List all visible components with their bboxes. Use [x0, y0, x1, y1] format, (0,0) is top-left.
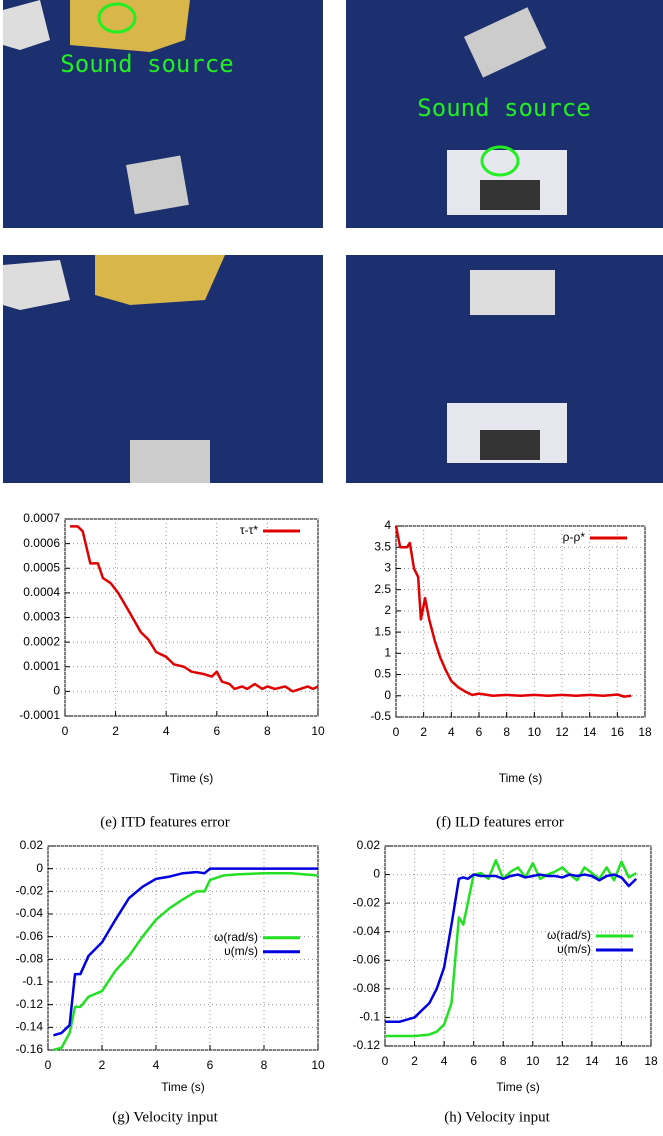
y-tick-label: -0.02 [353, 895, 381, 909]
caption: (e) ITD features error [100, 814, 230, 830]
data-line [70, 525, 319, 693]
y-tick-label: 0 [384, 688, 391, 702]
x-tick-label: 4 [153, 1058, 160, 1072]
x-tick-label: 4 [163, 724, 170, 738]
x-tick-label: 0 [45, 1058, 52, 1072]
caption: (f) ILD features error [436, 814, 564, 830]
legend-label: ω(rad/s) [214, 930, 258, 944]
data-line [53, 867, 318, 1037]
x-tick-label: 4 [448, 725, 455, 739]
y-tick-label: 4 [384, 518, 391, 532]
data-line [385, 859, 637, 1038]
x-tick-label: 4 [441, 1054, 448, 1068]
x-tick-label: 16 [611, 725, 625, 739]
x-tick-label: 10 [311, 1058, 325, 1072]
legend-label: ρ-ρ* [563, 530, 586, 544]
x-tick-label: 6 [213, 724, 220, 738]
x-axis-label: Time (s) [499, 771, 543, 785]
y-tick-label: -0.5 [370, 709, 391, 723]
x-tick-label: 6 [476, 725, 483, 739]
y-tick-label: 0.5 [374, 667, 391, 681]
x-axis-label: Time (s) [496, 1080, 540, 1094]
y-tick-label: -0.1 [22, 974, 43, 988]
x-tick-label: 0 [62, 724, 69, 738]
x-tick-label: 16 [615, 1054, 629, 1068]
x-tick-label: 14 [583, 725, 597, 739]
y-tick-label: 3.5 [374, 539, 391, 553]
y-tick-label: 0.0007 [23, 511, 60, 525]
y-tick-label: -0.04 [16, 906, 44, 920]
y-tick-label: 0.0006 [23, 536, 60, 550]
y-tick-label: 0 [53, 684, 60, 698]
y-tick-label: 0.0003 [23, 610, 60, 624]
y-tick-label: -0.08 [16, 952, 44, 966]
x-tick-label: 6 [470, 1054, 477, 1068]
x-tick-label: 10 [528, 725, 542, 739]
x-axis-label: Time (s) [161, 1080, 205, 1094]
y-tick-label: 0.0001 [23, 659, 60, 673]
x-tick-label: 10 [526, 1054, 540, 1068]
x-tick-label: 14 [585, 1054, 599, 1068]
y-tick-label: -0.1 [359, 1010, 380, 1024]
sound-source-label: Sound source [417, 94, 590, 122]
legend-label: υ(m/s) [557, 942, 591, 956]
y-tick-label: 2.5 [374, 582, 391, 596]
y-tick-label: -0.12 [16, 997, 44, 1011]
photo-c [3, 255, 323, 483]
y-tick-label: 0 [373, 867, 380, 881]
y-tick-label: 1.5 [374, 624, 391, 638]
y-tick-label: 1 [384, 646, 391, 660]
x-axis-label: Time (s) [170, 771, 214, 785]
y-tick-label: 0.0004 [23, 585, 60, 599]
x-tick-label: 18 [638, 725, 652, 739]
sound-source-label: Sound source [60, 50, 233, 78]
y-tick-label: -0.14 [16, 1020, 44, 1034]
x-tick-label: 8 [264, 724, 271, 738]
data-line [394, 525, 632, 698]
caption: (h) Velocity input [444, 1109, 550, 1125]
x-tick-label: 12 [556, 1054, 570, 1068]
plot-frame [395, 525, 646, 718]
x-tick-label: 2 [99, 1058, 106, 1072]
photo-a: Sound source [3, 0, 323, 228]
y-tick-label: 0 [36, 861, 43, 875]
photo-b: Sound source [346, 0, 663, 228]
x-tick-label: 8 [261, 1058, 268, 1072]
data-line [385, 873, 638, 1023]
photo-d [346, 255, 663, 483]
x-tick-label: 2 [112, 724, 119, 738]
x-tick-label: 8 [503, 725, 510, 739]
x-tick-label: 8 [500, 1054, 507, 1068]
y-tick-label: -0.06 [353, 952, 381, 966]
y-tick-label: -0.16 [16, 1042, 44, 1056]
x-tick-label: 12 [555, 725, 569, 739]
y-tick-label: -0.0001 [19, 708, 60, 722]
y-tick-label: 0.0002 [23, 634, 60, 648]
y-tick-label: -0.12 [353, 1038, 381, 1052]
x-tick-label: 0 [382, 1054, 389, 1068]
y-tick-label: 0.02 [357, 838, 381, 852]
y-tick-label: -0.06 [16, 929, 44, 943]
legend-label: τ-τ* [240, 523, 258, 537]
legend-label: ω(rad/s) [547, 928, 591, 942]
y-tick-label: -0.02 [16, 884, 44, 898]
y-tick-label: -0.08 [353, 981, 381, 995]
x-tick-label: 2 [420, 725, 427, 739]
x-tick-label: 6 [207, 1058, 214, 1072]
x-tick-label: 18 [644, 1054, 658, 1068]
y-tick-label: 3 [384, 561, 391, 575]
x-tick-label: 0 [393, 725, 400, 739]
legend-label: υ(m/s) [224, 944, 258, 958]
x-tick-label: 10 [311, 724, 325, 738]
data-line [53, 871, 319, 1052]
caption: (g) Velocity input [112, 1109, 218, 1125]
y-tick-label: 2 [384, 603, 391, 617]
y-tick-label: 0.02 [20, 838, 44, 852]
y-tick-label: 0.0005 [23, 560, 60, 574]
x-tick-label: 2 [411, 1054, 418, 1068]
y-tick-label: -0.04 [353, 924, 381, 938]
plot-frame [47, 845, 319, 1051]
